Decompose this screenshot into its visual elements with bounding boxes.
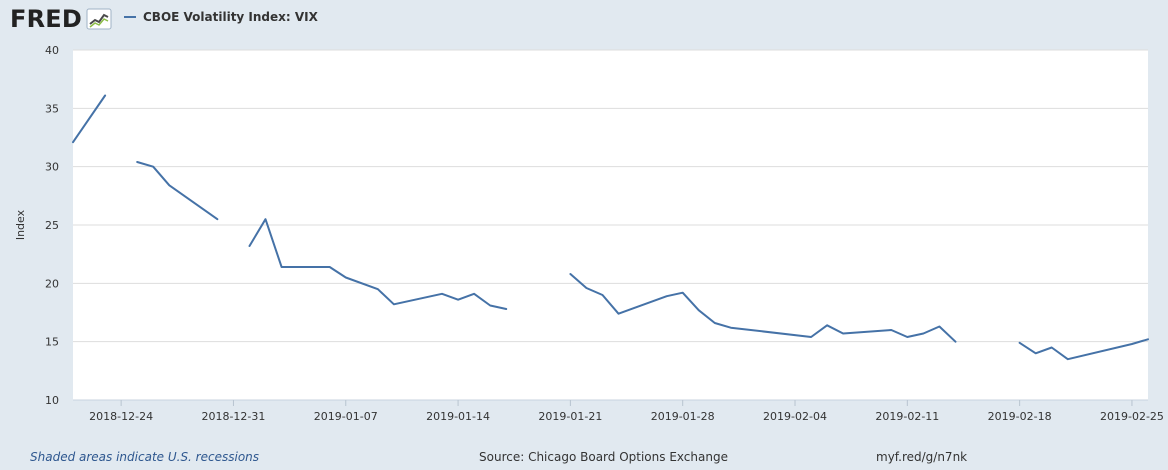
legend: CBOE Volatility Index: VIX: [124, 10, 318, 24]
vix-line-segment-4: [569, 273, 957, 343]
vix-data-point[interactable]: [1130, 342, 1135, 347]
vix-line-segment-3: [248, 218, 508, 310]
vix-data-point[interactable]: [488, 303, 493, 308]
vix-data-point[interactable]: [151, 164, 156, 169]
vix-data-point[interactable]: [215, 217, 220, 222]
recessions-note: Shaded areas indicate U.S. recessions: [30, 450, 260, 464]
vix-data-point[interactable]: [279, 265, 284, 270]
x-tick-label: 2018-12-31: [201, 410, 265, 423]
y-tick-label: 10: [45, 394, 59, 407]
y-tick-label: 30: [45, 161, 59, 174]
vix-data-point[interactable]: [953, 339, 958, 344]
vix-data-point[interactable]: [391, 302, 396, 307]
vix-data-point[interactable]: [263, 217, 268, 222]
vix-line-chart[interactable]: 10 15 20 25 30 35 40 2018-12-24 2018-12-31 2019-0…: [0, 40, 1168, 425]
vix-data-point[interactable]: [440, 291, 445, 296]
x-tick-label: 2019-02-25: [1100, 410, 1164, 423]
vix-data-point[interactable]: [584, 286, 589, 291]
vix-data-point[interactable]: [616, 311, 621, 316]
x-tick-label: 2019-01-14: [426, 410, 490, 423]
legend-line-swatch: [124, 16, 136, 18]
fred-chart-icon: [86, 8, 112, 30]
vix-line-segment-2: [136, 161, 219, 221]
vix-data-point[interactable]: [825, 323, 830, 328]
vix-data-point[interactable]: [728, 325, 733, 330]
vix-data-point[interactable]: [841, 331, 846, 336]
x-tick-label: 2019-01-07: [314, 410, 378, 423]
vix-data-point[interactable]: [1017, 340, 1022, 345]
x-tick-label: 2019-02-11: [875, 410, 939, 423]
y-tick-label: 20: [45, 277, 59, 290]
vix-data-point[interactable]: [905, 335, 910, 340]
vix-line-segment-1: [72, 94, 107, 144]
y-tick-label: 15: [45, 336, 59, 349]
vix-data-point[interactable]: [921, 331, 926, 336]
vix-data-point[interactable]: [343, 275, 348, 280]
x-tick-label: 2019-02-04: [763, 410, 827, 423]
vix-data-point[interactable]: [1049, 345, 1054, 350]
vix-data-point[interactable]: [696, 308, 701, 313]
vix-line-segment-5: [1018, 338, 1149, 361]
vix-data-point[interactable]: [809, 335, 814, 340]
vix-data-point[interactable]: [472, 291, 477, 296]
y-tick-label: 25: [45, 219, 59, 232]
source-note: Source: Chicago Board Options Exchange: [479, 450, 728, 464]
vix-data-point[interactable]: [600, 293, 605, 298]
short-url[interactable]: myf.red/g/n7nk: [876, 450, 968, 464]
vix-data-point[interactable]: [103, 93, 108, 98]
legend-series-name: CBOE Volatility Index: VIX: [143, 10, 318, 24]
vix-data-point[interactable]: [135, 160, 140, 165]
vix-data-point[interactable]: [680, 290, 685, 295]
vix-data-point[interactable]: [889, 328, 894, 333]
vix-data-point[interactable]: [71, 140, 76, 145]
vix-data-point[interactable]: [456, 297, 461, 302]
vix-data-point[interactable]: [375, 287, 380, 292]
vix-data-point[interactable]: [937, 324, 942, 329]
x-tick-label: 2019-01-28: [651, 410, 715, 423]
y-tick-label: 40: [45, 44, 59, 57]
y-axis-title: Index: [14, 209, 27, 240]
grid-layer: [73, 49, 1148, 343]
series-layer: [71, 93, 1151, 362]
x-tick-label: 2019-01-21: [538, 410, 602, 423]
vix-data-point[interactable]: [247, 244, 252, 249]
vix-data-point[interactable]: [327, 265, 332, 270]
logo-text: FRED: [10, 5, 82, 33]
axis-layer: 10 15 20 25 30 35 40 2018-12-24 2018-12-31 2019-0…: [45, 44, 1164, 423]
vix-data-point[interactable]: [568, 272, 573, 277]
x-tick-label: 2019-02-18: [988, 410, 1052, 423]
vix-data-point[interactable]: [167, 183, 172, 188]
vix-data-point[interactable]: [1146, 337, 1151, 342]
fred-logo[interactable]: FRED: [10, 5, 112, 33]
chart-area: 10 15 20 25 30 35 40 2018-12-24 2018-12-31 2019-0…: [0, 40, 1168, 425]
y-tick-label: 35: [45, 102, 59, 115]
vix-data-point[interactable]: [664, 294, 669, 299]
chart-header: FRED CBOE Volatility Index: VIX: [0, 0, 1168, 40]
vix-data-point[interactable]: [1065, 357, 1070, 362]
vix-data-point[interactable]: [1033, 351, 1038, 356]
vix-data-point[interactable]: [504, 307, 509, 312]
vix-series: [71, 93, 1151, 362]
x-tick-label: 2018-12-24: [89, 410, 153, 423]
vix-data-point[interactable]: [712, 321, 717, 326]
